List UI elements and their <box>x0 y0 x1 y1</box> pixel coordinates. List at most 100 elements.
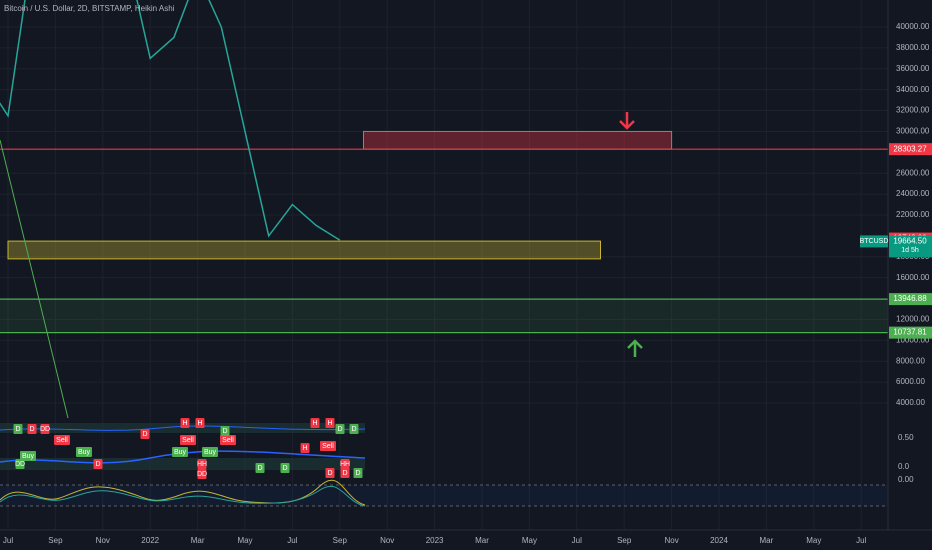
signal-label: H <box>182 420 187 427</box>
signal-label: D <box>95 461 100 468</box>
signal-label: Sell <box>56 437 68 444</box>
indicator-axis-label: 0.00 <box>898 475 914 484</box>
signal-label: HH <box>340 461 350 468</box>
x-tick-label: Sep <box>48 536 63 545</box>
x-tick-label: Jul <box>287 536 297 545</box>
signal-badge <box>13 424 23 434</box>
ribbon <box>0 458 365 470</box>
signal-badge <box>335 424 345 434</box>
signal-badge <box>140 429 150 439</box>
plot <box>0 0 888 334</box>
signal-label: H <box>197 420 202 427</box>
price-tag <box>889 143 932 156</box>
signal-badge <box>172 447 188 457</box>
x-tick-label: Jul <box>856 536 866 545</box>
price-tag <box>889 235 932 258</box>
signal-label: H <box>302 445 307 452</box>
x-tick-label: Mar <box>760 536 774 545</box>
x-tick-label: May <box>806 536 821 545</box>
y-tick-label: 16000.00 <box>896 273 930 282</box>
y-tick-label: 26000.00 <box>896 168 930 177</box>
x-tick-label: Nov <box>96 536 110 545</box>
zone <box>0 299 888 333</box>
y-tick-label: 34000.00 <box>896 85 930 94</box>
signal-badge <box>340 468 350 478</box>
signal-badge <box>280 463 290 473</box>
signal-label: D <box>257 465 262 472</box>
zone <box>363 130 673 150</box>
y-tick-label: 12000.00 <box>896 315 930 324</box>
signal-badge <box>180 435 196 445</box>
signal-label: Buy <box>78 449 91 456</box>
signal-label: Sell <box>222 437 234 444</box>
osc-line <box>0 485 366 507</box>
signal-badge <box>349 424 359 434</box>
y-tick-label: 32000.00 <box>896 106 930 115</box>
price-tag-label: 10737.81 <box>893 328 927 337</box>
signal-badge <box>54 435 70 445</box>
y-tick-label: 6000.00 <box>896 377 925 386</box>
osc-line <box>0 479 366 506</box>
signal-badge <box>310 418 320 428</box>
signal-badge <box>197 459 207 469</box>
signal-badge <box>195 418 205 428</box>
x-tick-label: Jul <box>572 536 582 545</box>
signal-label: D <box>142 431 147 438</box>
signal-label: H <box>327 420 332 427</box>
signal-label: HH <box>197 461 207 468</box>
signal-badge <box>180 418 190 428</box>
symbol-tag <box>860 235 888 248</box>
countdown: 1d 5h <box>901 247 919 254</box>
y-tick-label: 24000.00 <box>896 189 930 198</box>
price-tag <box>889 326 932 339</box>
x-tick-label: Nov <box>380 536 394 545</box>
signal-label: Buy <box>204 449 217 456</box>
ribbon-line <box>0 450 366 464</box>
signal-label: Sell <box>182 437 194 444</box>
x-tick-label: Jul <box>3 536 13 545</box>
ribbon-line <box>0 425 366 431</box>
indicator-axis-label: 0.0 <box>898 462 910 471</box>
x-tick-label: Sep <box>617 536 632 545</box>
osc-fill <box>0 485 888 506</box>
x-tick-label: 2022 <box>141 536 159 545</box>
down-arrow <box>619 112 635 130</box>
up-arrow <box>627 339 643 357</box>
y-tick-label: 38000.00 <box>896 43 930 52</box>
signal-badge <box>76 447 92 457</box>
signal-label: Buy <box>22 453 35 460</box>
signal-label: D <box>29 426 34 433</box>
y-tick-label: 22000.00 <box>896 210 930 219</box>
signal-badge <box>220 435 236 445</box>
signal-label: D <box>282 465 287 472</box>
signal-label: D <box>222 428 227 435</box>
price-tag <box>889 293 932 306</box>
signal-label: D <box>337 426 342 433</box>
signal-badge <box>255 463 265 473</box>
zone <box>7 240 601 260</box>
price-axis <box>888 0 932 550</box>
x-tick-label: 2023 <box>426 536 444 545</box>
signal-badge <box>220 426 230 436</box>
x-tick-label: Nov <box>664 536 678 545</box>
signal-badge <box>353 468 363 478</box>
grid <box>0 0 888 530</box>
signal-label: D <box>355 470 360 477</box>
signal-badge <box>197 469 207 479</box>
symbol-label: BTCUSD <box>860 238 889 245</box>
signal-badge <box>300 443 310 453</box>
y-tick-label: 40000.00 <box>896 22 930 31</box>
signal-badge <box>320 441 336 451</box>
y-tick-label: 30000.00 <box>896 127 930 136</box>
signal-label: Buy <box>174 449 187 456</box>
signal-label: D <box>327 470 332 477</box>
indicator-axis-label: 0.50 <box>898 433 914 442</box>
signal-badge <box>93 459 103 469</box>
price-tag-label: 19664.50 <box>893 237 927 246</box>
signal-badge <box>325 418 335 428</box>
x-tick-label: May <box>237 536 252 545</box>
signal-label: DD <box>197 471 207 478</box>
signal-badge <box>202 447 218 457</box>
signal-label: D <box>342 470 347 477</box>
